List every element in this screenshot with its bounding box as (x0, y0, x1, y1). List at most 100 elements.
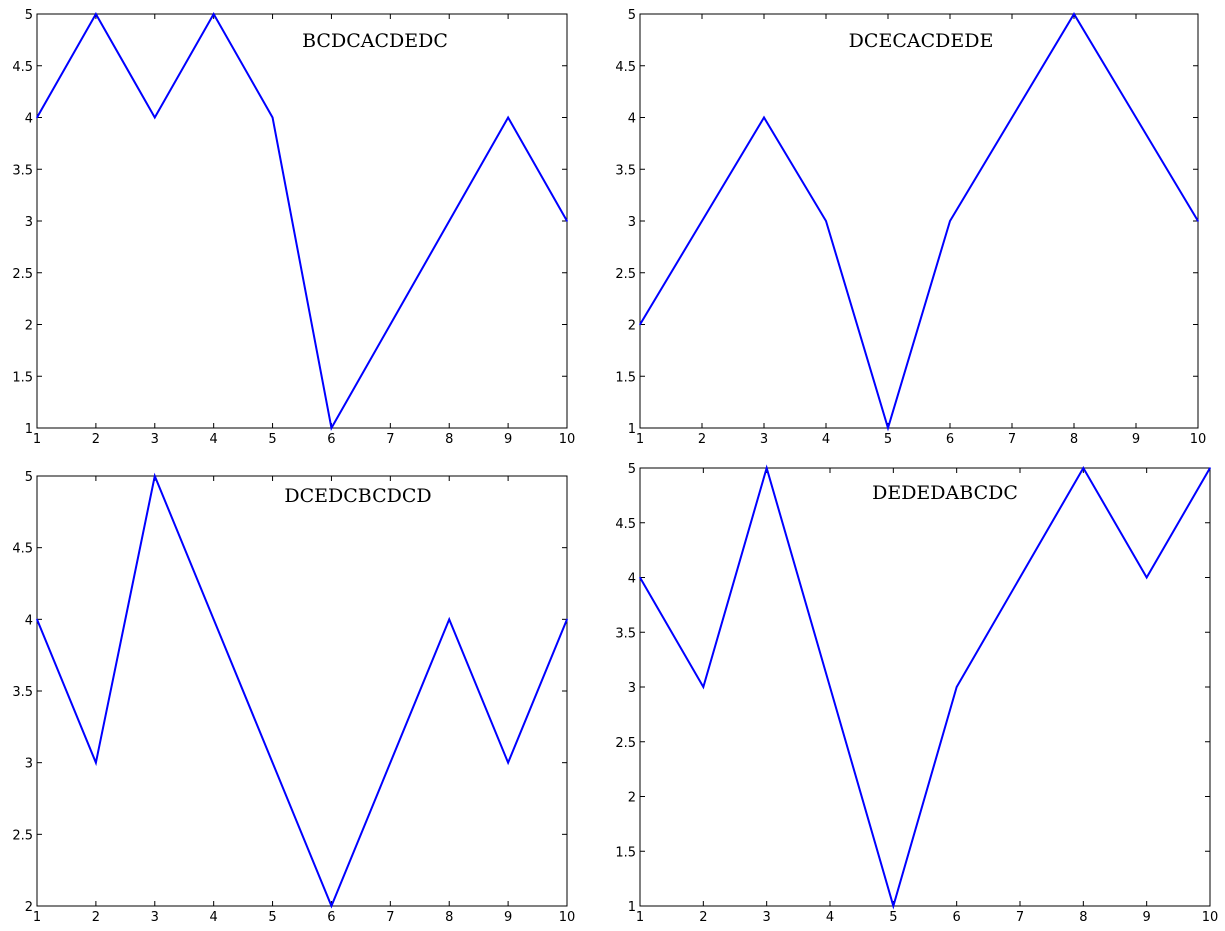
data-point (639, 576, 641, 579)
x-tick-label: 4 (210, 910, 218, 925)
x-tick-label: 1 (636, 432, 644, 447)
x-tick-label: 9 (504, 432, 512, 447)
data-point (702, 686, 705, 688)
x-tick-label: 4 (826, 910, 834, 925)
y-tick-label: 4 (25, 613, 33, 628)
data-point (829, 686, 831, 688)
data-point (330, 427, 333, 429)
y-tick-label: 4 (628, 112, 636, 127)
x-tick-label: 7 (386, 910, 394, 925)
y-tick-label: 1.5 (12, 370, 33, 385)
data-point (507, 761, 509, 764)
y-tick-label: 4.5 (12, 60, 33, 75)
y-tick-label: 2.5 (615, 267, 636, 282)
data-point (566, 220, 568, 222)
y-tick-label: 4.5 (615, 60, 636, 75)
x-tick-label: 8 (445, 432, 453, 447)
chart-panel: 1 2 3 4 5 6 7 8 9 10 1 1.5 2 2.5 3 3.5 4 4.5 5 BCDCACDEDC (12, 8, 575, 447)
data-point (95, 13, 97, 15)
x-tick-label: 8 (1079, 910, 1087, 925)
x-tick-label: 2 (699, 910, 707, 925)
y-tick-label: 5 (628, 8, 636, 23)
x-tick-label: 2 (92, 432, 100, 447)
chart-panel: 1 2 3 4 5 6 7 8 9 10 1 1.5 2 2.5 3 3.5 4 4.5 5 DEDEDABCDC (615, 462, 1218, 925)
y-tick-label: 1 (628, 422, 636, 437)
x-tick-label: 10 (1202, 910, 1219, 925)
data-point (887, 427, 889, 429)
x-tick-label: 3 (760, 432, 768, 447)
x-tick-label: 3 (151, 910, 159, 925)
y-tick-label: 4 (25, 112, 33, 127)
data-point (212, 618, 215, 621)
y-tick-label: 1.5 (615, 845, 636, 860)
data-point (892, 905, 895, 907)
y-tick-label: 4.5 (12, 542, 33, 557)
data-point (271, 761, 274, 764)
chart-title: DCECACDEDE (849, 30, 994, 52)
y-tick-label: 2 (628, 319, 636, 334)
data-point (955, 686, 958, 688)
data-point (639, 323, 641, 326)
data-point (949, 220, 951, 222)
x-tick-label: 9 (1143, 910, 1151, 925)
x-tick-label: 6 (953, 910, 961, 925)
series-line (639, 464, 1211, 910)
data-point (1145, 576, 1148, 579)
data-point (330, 905, 333, 907)
chart-panel: 1 2 3 4 5 6 7 8 9 10 1 1.5 2 2.5 3 3.5 4 4.5 5 DCECACDEDE (615, 8, 1206, 447)
series-line (36, 11, 568, 431)
y-tick-label: 4.5 (615, 517, 636, 532)
plot-area (639, 467, 1211, 907)
y-tick-label: 2.5 (12, 828, 33, 843)
x-tick-label: 3 (151, 432, 159, 447)
data-point (507, 116, 509, 119)
data-point (36, 116, 38, 119)
chart-title: BCDCACDEDC (302, 30, 448, 52)
data-point (701, 220, 703, 222)
y-tick-label: 2.5 (615, 736, 636, 751)
x-tick-label: 4 (210, 432, 218, 447)
y-tick-label: 2 (628, 791, 636, 806)
y-tick-label: 3 (628, 681, 636, 696)
y-tick-label: 3 (25, 215, 33, 230)
x-tick-label: 1 (33, 910, 41, 925)
y-tick-label: 5 (25, 8, 33, 23)
y-tick-label: 3 (628, 215, 636, 230)
data-point (1209, 467, 1211, 469)
y-tick-label: 5 (628, 462, 636, 477)
x-tick-label: 10 (559, 910, 576, 925)
data-point (389, 761, 392, 764)
x-tick-label: 1 (33, 432, 41, 447)
data-point (153, 475, 156, 477)
chart-title: DEDEDABCDC (872, 482, 1018, 504)
x-tick-label: 10 (1190, 432, 1207, 447)
y-tick-label: 3.5 (12, 163, 33, 178)
plot-area (36, 13, 568, 429)
data-point (36, 618, 38, 621)
data-point (153, 116, 156, 119)
x-tick-label: 3 (763, 910, 771, 925)
x-tick-label: 6 (946, 432, 954, 447)
y-tick-label: 5 (25, 470, 33, 485)
y-tick-label: 3.5 (12, 685, 33, 700)
x-tick-label: 5 (889, 910, 897, 925)
series-line (639, 12, 1199, 432)
plot-area (36, 475, 568, 907)
y-tick-label: 1 (25, 422, 33, 437)
data-point (1019, 576, 1021, 579)
data-point (765, 467, 768, 469)
series-line (36, 472, 568, 909)
x-tick-label: 7 (1016, 910, 1024, 925)
y-tick-label: 1 (628, 900, 636, 915)
y-tick-label: 2 (25, 900, 33, 915)
x-tick-label: 5 (268, 432, 276, 447)
data-point (1197, 220, 1199, 222)
data-point (389, 323, 392, 326)
chart-title: DCEDCBCDCD (284, 485, 431, 507)
x-tick-label: 8 (1070, 432, 1078, 447)
y-tick-label: 3.5 (615, 626, 636, 641)
x-tick-label: 5 (884, 432, 892, 447)
x-tick-label: 7 (386, 432, 394, 447)
data-point (1135, 116, 1137, 119)
